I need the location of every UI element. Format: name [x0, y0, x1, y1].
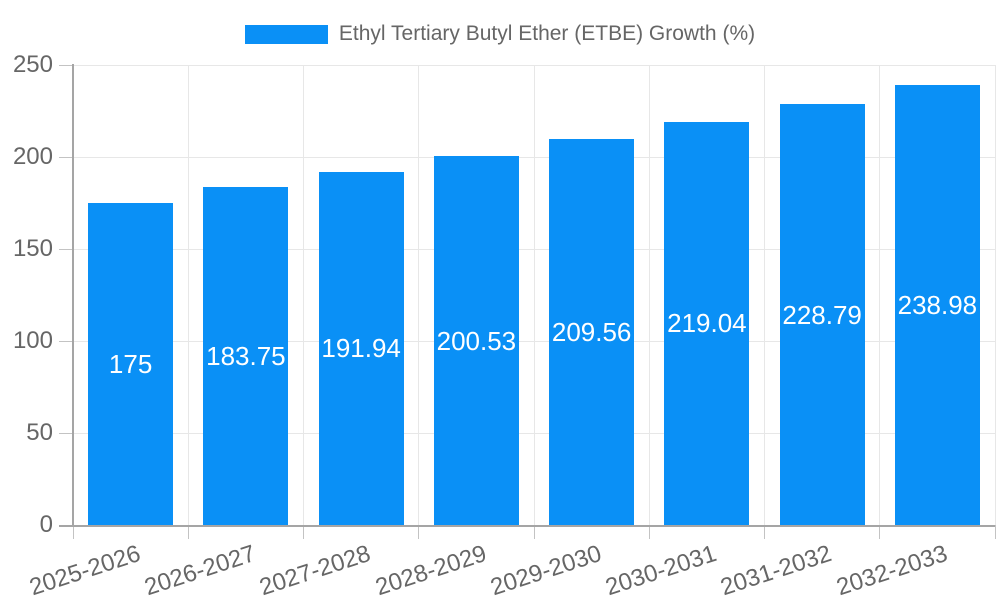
gridline-vertical: [187, 65, 189, 525]
bar-value-label: 209.56: [551, 317, 632, 348]
gridline-horizontal: [73, 64, 995, 66]
bar-2026-2027[interactable]: 183.75: [203, 186, 289, 525]
legend-swatch-icon: [244, 24, 328, 44]
bar-2029-2030[interactable]: 209.56: [549, 139, 635, 525]
x-axis-tick-label: 2030-2031: [602, 540, 720, 600]
x-axis-tick: [187, 525, 189, 539]
gridline-vertical: [764, 65, 765, 525]
legend-item[interactable]: Ethyl Tertiary Butyl Ether (ETBE) Growth…: [244, 22, 756, 46]
x-axis-tick-label: 2025-2026: [26, 540, 144, 600]
x-axis-tick-label: 2032-2033: [832, 540, 951, 600]
x-axis-tick-label: 2028-2029: [371, 540, 490, 600]
gridline-vertical: [879, 65, 881, 525]
legend-label: Ethyl Tertiary Butyl Ether (ETBE) Growth…: [338, 22, 756, 45]
bar-value-label: 175: [108, 349, 153, 379]
y-axis-tick-label: 0: [39, 511, 53, 538]
y-axis-tick: [59, 248, 73, 250]
x-axis-tick: [994, 525, 996, 539]
x-axis-tick: [533, 525, 535, 539]
x-axis-line: [59, 525, 995, 527]
x-axis-tick-label: 2027-2028: [256, 540, 375, 600]
y-axis-tick: [59, 524, 73, 526]
x-axis-tick: [72, 525, 74, 539]
x-axis-tick: [879, 525, 881, 539]
y-axis-tick: [59, 432, 73, 434]
bar-2031-2032[interactable]: 228.79: [779, 104, 865, 525]
y-axis-tick: [59, 156, 73, 158]
x-axis-tick-label: 2026-2027: [141, 540, 259, 600]
bar-2030-2031[interactable]: 219.04: [664, 121, 750, 525]
x-axis-tick: [418, 525, 420, 539]
y-axis-tick: [59, 340, 73, 342]
y-axis-line: [71, 64, 74, 525]
gridline-vertical: [303, 65, 304, 525]
y-axis-tick: [59, 64, 73, 66]
x-axis-tick: [764, 525, 765, 539]
y-axis-tick-label: 150: [12, 235, 53, 262]
gridline-vertical: [648, 65, 650, 525]
bar-2032-2033[interactable]: 238.98: [894, 85, 980, 525]
gridline-vertical: [994, 65, 996, 525]
bar-value-label: 200.53: [436, 325, 517, 356]
legend: Ethyl Tertiary Butyl Ether (ETBE) Growth…: [0, 22, 1000, 46]
x-axis-tick: [648, 525, 650, 539]
bar-value-label: 219.04: [667, 308, 747, 339]
gridline-vertical: [533, 65, 535, 525]
bar-value-label: 183.75: [206, 340, 286, 371]
bar-2028-2029[interactable]: 200.53: [433, 156, 519, 525]
y-axis-tick-label: 50: [26, 419, 53, 446]
x-axis-tick: [303, 525, 304, 539]
gridline-vertical: [418, 65, 420, 525]
x-axis-tick-label: 2031-2032: [717, 540, 836, 600]
y-axis-tick-label: 250: [12, 51, 53, 78]
bar-value-label: 228.79: [782, 299, 862, 330]
bar-2025-2026[interactable]: 175: [88, 203, 174, 525]
bar-value-label: 238.98: [897, 290, 978, 321]
y-axis-tick-label: 200: [12, 143, 53, 170]
x-axis-tick-label: 2029-2030: [487, 540, 605, 600]
y-axis-tick-label: 100: [12, 327, 53, 354]
bar-2027-2028[interactable]: 191.94: [318, 171, 404, 525]
bar-value-label: 191.94: [321, 333, 401, 364]
